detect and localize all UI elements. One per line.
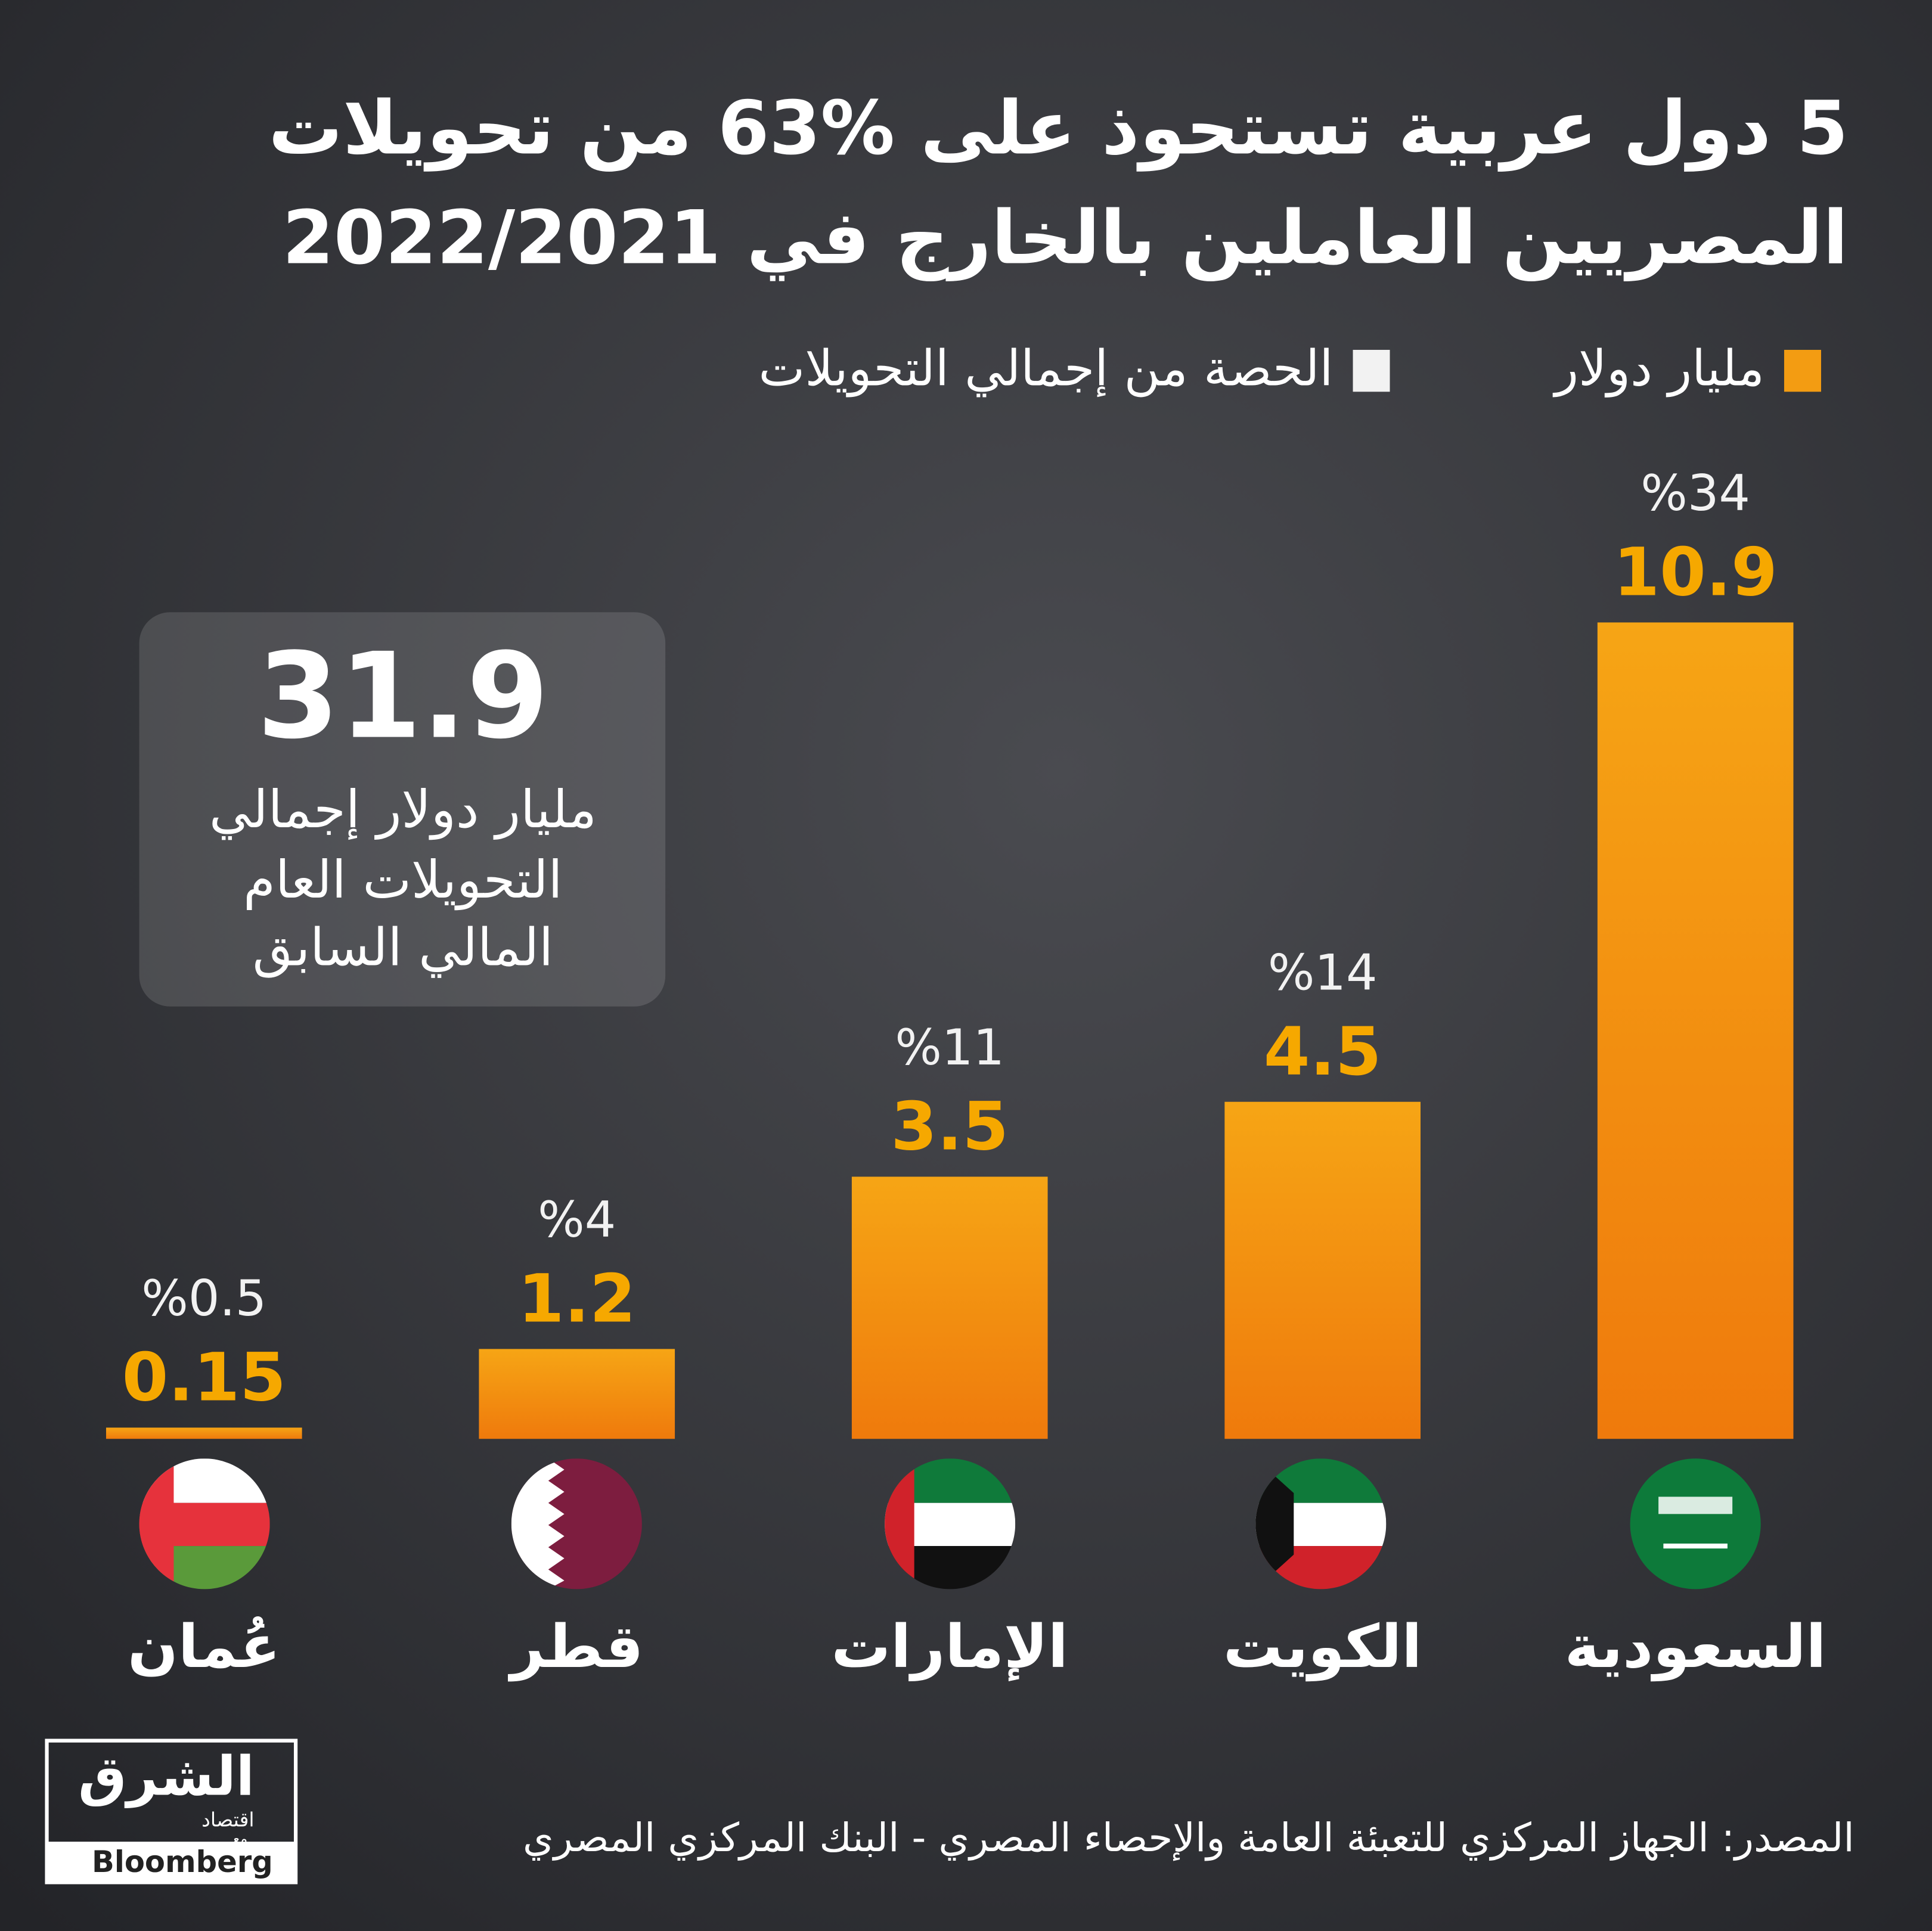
x-tick-label: السعودية <box>1565 1613 1826 1682</box>
flag-uae <box>885 1458 1016 1589</box>
legend-label: مليار دولار <box>1552 340 1764 398</box>
x-tick-label: الكويت <box>1223 1613 1422 1682</box>
value-label: 10.9 <box>1613 534 1777 611</box>
share-label: %14 <box>1268 944 1378 1001</box>
title-line: 5 دول عربية تستحوذ على %63 من تحويلات <box>268 85 1848 172</box>
flag-kuwait <box>1255 1458 1387 1589</box>
value-label: 4.5 <box>1264 1013 1382 1091</box>
x-tick-label: قطر <box>507 1613 643 1682</box>
flag-qatar <box>511 1458 642 1589</box>
x-tick-label: عُمان <box>128 1613 280 1681</box>
share-label: %0.5 <box>141 1270 266 1327</box>
x-tick-label: الإمارات <box>832 1613 1068 1682</box>
share-label: %4 <box>538 1191 616 1249</box>
legend-swatch <box>1353 350 1390 392</box>
annotation-value: 31.9 <box>257 628 549 765</box>
bar <box>851 1176 1048 1439</box>
flag-saudi <box>1630 1458 1761 1589</box>
logo-sub: اقتصاد <box>201 1808 254 1831</box>
bar <box>1224 1101 1421 1439</box>
bar <box>1597 622 1794 1439</box>
logo-with: مع <box>233 1831 247 1847</box>
annotation-text: التحويلات العام <box>243 850 562 910</box>
legend-swatch <box>1784 350 1821 392</box>
value-label: 3.5 <box>891 1088 1009 1166</box>
value-label: 0.15 <box>122 1339 286 1417</box>
share-label: %11 <box>895 1019 1004 1076</box>
source: المصدر: الجهاز المركزي للتعبئة العامة وا… <box>523 1815 1855 1861</box>
flag-oman <box>139 1458 270 1589</box>
title-line: المصريين العاملين بالخارج في 2022/2021 <box>283 195 1849 281</box>
logo-name: الشرق <box>78 1746 255 1809</box>
annotation-text: مليار دولار إجمالي <box>209 780 597 840</box>
logo: الشرق اقتصاد مع Bloomberg <box>45 1738 298 1885</box>
share-label: %34 <box>1641 465 1750 522</box>
annotation-box <box>139 612 666 1007</box>
annotation-text: المالي السابق <box>253 918 554 979</box>
legend-label: الحصة من إجمالي التحويلات <box>759 340 1334 398</box>
value-label: 1.2 <box>518 1261 636 1338</box>
logo-partner: Bloomberg <box>92 1845 273 1879</box>
bar <box>106 1427 302 1439</box>
bar <box>479 1349 675 1439</box>
